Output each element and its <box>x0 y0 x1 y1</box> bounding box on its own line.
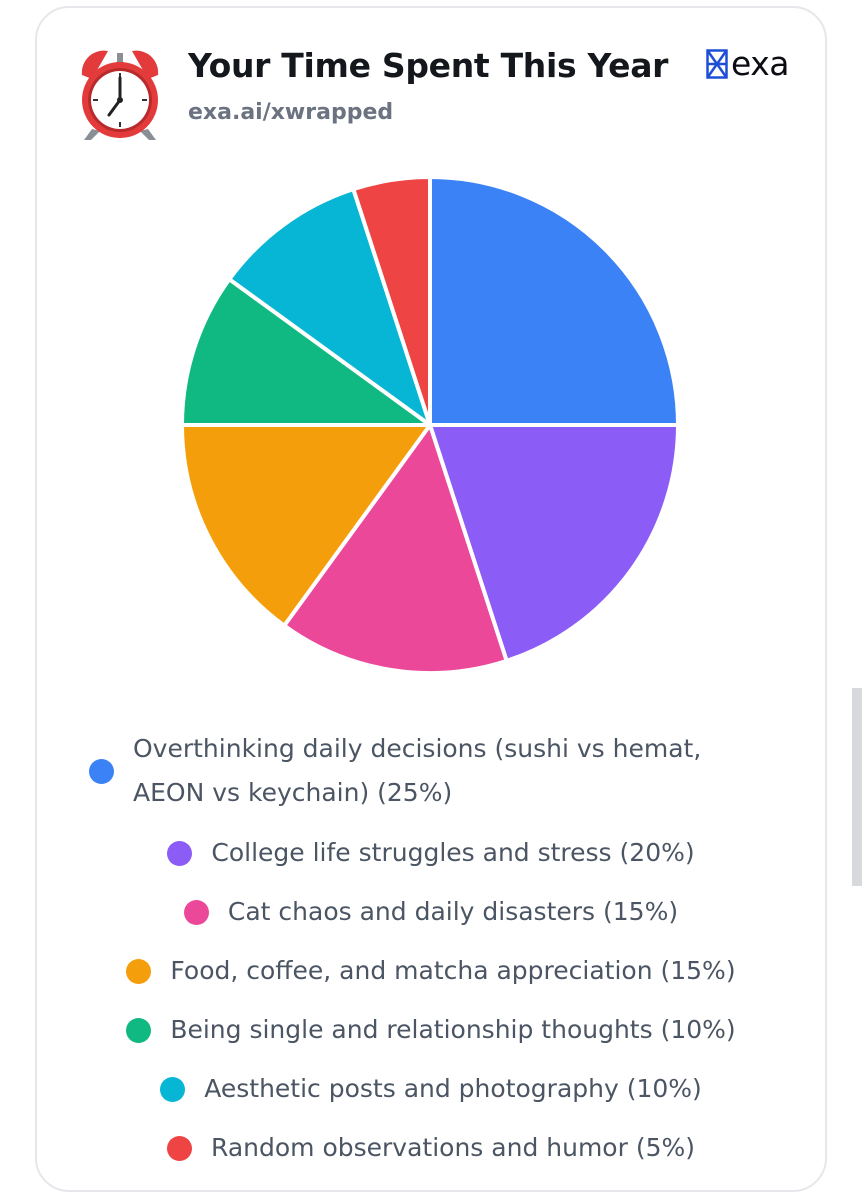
exa-logo-icon <box>706 49 728 79</box>
pie-slice-3[interactable] <box>282 423 509 675</box>
brand-logo[interactable]: exa <box>706 44 789 84</box>
pie-slice-4[interactable] <box>180 423 432 628</box>
legend-label: Overthinking daily decisions (sushi vs h… <box>133 734 702 807</box>
legend-item[interactable]: Random observations and humor (5%) <box>0 1127 862 1169</box>
legend-label: Cat chaos and daily disasters (15%) <box>227 897 679 926</box>
legend-item[interactable]: Aesthetic posts and photography (10%) <box>0 1068 862 1110</box>
pie-slice-7[interactable] <box>351 175 432 427</box>
pie-slice-2[interactable] <box>428 423 680 663</box>
legend-item[interactable]: Food, coffee, and matcha appreciation (1… <box>0 950 862 992</box>
chart-legend: Overthinking daily decisions (sushi vs h… <box>0 727 862 1186</box>
legend-item[interactable]: College life struggles and stress (20%) <box>0 832 862 874</box>
legend-label: College life struggles and stress (20%) <box>211 838 695 867</box>
legend-color-dot <box>167 1135 192 1161</box>
page-title: Your Time Spent This Year <box>188 46 669 85</box>
alarm-clock-icon <box>78 45 162 141</box>
source-link[interactable]: exa.ai/xwrapped <box>188 100 394 125</box>
legend-label: Aesthetic posts and photography (10%) <box>204 1074 702 1103</box>
legend-item[interactable]: Being single and relationship thoughts (… <box>0 1009 862 1051</box>
pie-slice-1[interactable] <box>428 175 680 427</box>
pie-chart <box>180 175 680 675</box>
legend-color-dot <box>183 899 209 925</box>
legend-color-dot <box>126 958 152 984</box>
legend-color-dot <box>167 840 193 866</box>
legend-item[interactable]: Cat chaos and daily disasters (15%) <box>0 891 862 933</box>
legend-color-dot <box>89 758 114 784</box>
pie-slice-5[interactable] <box>180 277 432 427</box>
legend-label: Food, coffee, and matcha appreciation (1… <box>170 956 736 985</box>
legend-item[interactable]: Overthinking daily decisions (sushi vs h… <box>0 727 862 815</box>
legend-label: Being single and relationship thoughts (… <box>170 1015 736 1044</box>
pie-slice-6[interactable] <box>227 187 432 427</box>
legend-label: Random observations and humor (5%) <box>211 1133 695 1162</box>
brand-name: exa <box>731 44 789 83</box>
legend-color-dot <box>160 1076 186 1102</box>
scrollbar[interactable] <box>852 688 862 886</box>
legend-color-dot <box>126 1017 152 1043</box>
